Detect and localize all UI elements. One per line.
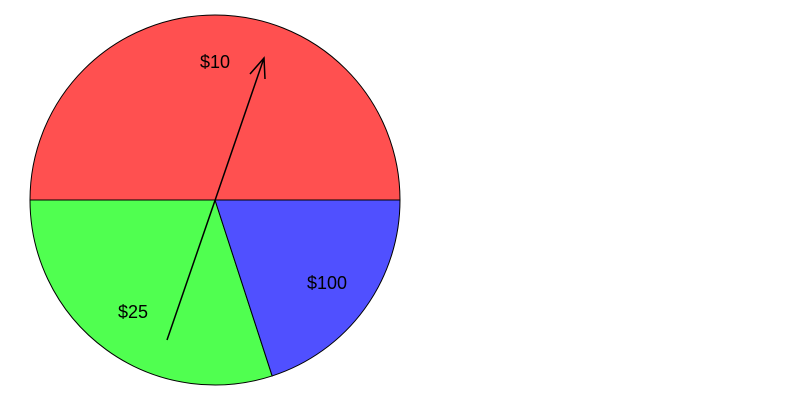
sector-25-wedge (29, 199, 273, 386)
spinner-arrowhead (249, 56, 266, 80)
sector-25-label: $25 (118, 302, 148, 322)
sector-100-wedge (214, 199, 401, 377)
sector-10-label: $10 (200, 52, 230, 72)
sector-10-wedge (29, 14, 401, 201)
spinner-arrow-shaft (166, 57, 265, 341)
spinner-wheel (29, 14, 401, 386)
sector-100-label: $100 (307, 273, 347, 293)
